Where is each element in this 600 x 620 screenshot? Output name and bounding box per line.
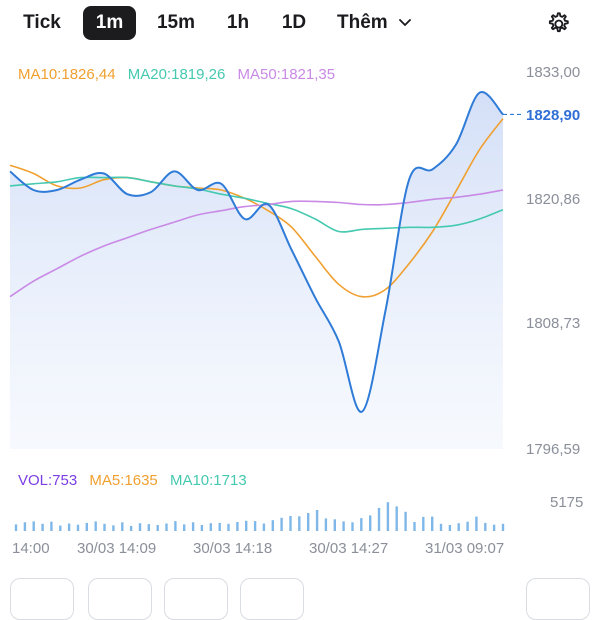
series-line-price xyxy=(9,91,504,413)
volume-bar xyxy=(395,506,398,531)
volume-bar xyxy=(271,520,274,531)
tab-1h[interactable]: 1h xyxy=(226,12,250,33)
volume-bar xyxy=(324,518,328,531)
volume-bar xyxy=(253,521,257,531)
legend-vol: VOL:753 xyxy=(18,472,78,489)
volume-bar xyxy=(23,522,27,531)
volume-bar xyxy=(404,511,407,531)
volume-bar xyxy=(165,523,168,531)
volume-bar xyxy=(342,521,345,531)
tab-15m[interactable]: 15m xyxy=(156,12,196,33)
volume-bar xyxy=(245,520,248,531)
volume-bar xyxy=(67,523,71,531)
timeframe-tabs: Tick 1m 15m 1h 1D Thêm xyxy=(0,0,600,46)
volume-bar xyxy=(289,516,292,531)
toolbar-button-2[interactable] xyxy=(88,578,152,620)
volume-bar xyxy=(191,522,195,531)
x-tick-label: 14:00 xyxy=(12,540,50,557)
fullscreen-button[interactable] xyxy=(526,578,590,620)
tab-1d[interactable]: 1D xyxy=(281,12,307,33)
last-price-label: 1828,90 xyxy=(526,107,581,124)
volume-bar xyxy=(94,521,97,531)
volume-bar xyxy=(218,522,221,531)
volume-bar xyxy=(200,525,204,531)
volume-bar xyxy=(262,523,266,531)
volume-bar xyxy=(492,524,496,531)
x-tick-label: 30/03 14:09 xyxy=(77,540,157,557)
series-line-ma10 xyxy=(9,118,504,298)
more-dropdown[interactable]: Thêm xyxy=(337,6,411,40)
volume-max-label: 5175 xyxy=(550,494,584,511)
volume-bar xyxy=(41,523,44,531)
volume-bar xyxy=(76,524,80,531)
volume-bar xyxy=(14,524,18,531)
ma-legend: MA10:1826,44 MA20:1819,26 MA50:1821,35 xyxy=(18,66,343,83)
volume-bar xyxy=(32,521,35,531)
toolbar-button-3[interactable] xyxy=(164,578,228,620)
gear-icon[interactable] xyxy=(544,10,572,38)
volume-bar xyxy=(315,510,319,531)
toolbar-button-1[interactable] xyxy=(10,578,74,620)
volume-bar xyxy=(360,518,363,531)
more-label: Thêm xyxy=(337,12,388,33)
volume-bar xyxy=(457,523,460,531)
legend-ma50: MA50:1821,35 xyxy=(237,66,336,83)
y-tick-label: 1820,86 xyxy=(526,191,581,208)
toolbar-button-4[interactable] xyxy=(240,578,304,620)
volume-bar xyxy=(138,523,142,531)
x-tick-label: 30/03 14:27 xyxy=(309,540,389,557)
volume-bar xyxy=(351,522,354,531)
volume-bar xyxy=(103,523,106,531)
legend-ma10: MA10:1826,44 xyxy=(18,66,116,83)
tab-tick[interactable]: Tick xyxy=(23,12,61,33)
series-line-ma20 xyxy=(9,176,504,233)
volume-bar xyxy=(431,516,434,531)
volume-bar xyxy=(333,519,336,531)
x-tick-label: 30/03 14:18 xyxy=(193,540,273,557)
legend-ma20: MA20:1819,26 xyxy=(127,66,226,83)
volume-bar xyxy=(50,521,53,531)
volume-bar xyxy=(501,523,505,531)
series-line-ma50 xyxy=(9,189,504,298)
y-tick-label: 1796,59 xyxy=(526,441,581,458)
volume-bar xyxy=(439,523,443,531)
chevron-down-icon xyxy=(399,19,411,27)
y-tick-label: 1808,73 xyxy=(526,315,581,332)
volume-bar xyxy=(156,525,159,531)
volume-bar xyxy=(129,525,133,531)
volume-bar xyxy=(448,525,452,531)
volume-bar xyxy=(121,522,124,531)
volume-bar xyxy=(484,522,487,531)
volume-bar xyxy=(174,521,177,531)
volume-bar xyxy=(413,522,416,531)
volume-bar xyxy=(85,522,88,531)
volume-legend: VOL:753 MA5:1635 MA10:1713 xyxy=(18,472,255,489)
volume-bar xyxy=(475,516,478,531)
volume-bar xyxy=(147,524,150,531)
x-tick-label: 31/03 09:07 xyxy=(425,540,505,557)
y-tick-label: 1833,00 xyxy=(526,64,581,81)
volume-bar xyxy=(369,515,372,531)
volume-bar xyxy=(183,524,186,531)
legend-vol-ma10: MA10:1713 xyxy=(169,472,247,489)
tab-1m[interactable]: 1m xyxy=(83,6,136,40)
volume-bar xyxy=(209,523,212,531)
volume-bar xyxy=(227,523,230,531)
volume-bar xyxy=(112,525,115,531)
volume-bar xyxy=(298,516,301,531)
price-area-fill xyxy=(10,91,503,450)
volume-bar xyxy=(280,517,283,531)
volume-bar xyxy=(377,507,381,531)
volume-bar xyxy=(307,513,310,531)
legend-vol-ma5: MA5:1635 xyxy=(89,472,158,489)
volume-bar xyxy=(422,516,425,531)
volume-bar xyxy=(59,525,62,531)
volume-bar xyxy=(466,521,469,531)
volume-bar xyxy=(386,502,390,531)
price-chart[interactable] xyxy=(0,0,600,560)
volume-bar xyxy=(236,522,239,531)
